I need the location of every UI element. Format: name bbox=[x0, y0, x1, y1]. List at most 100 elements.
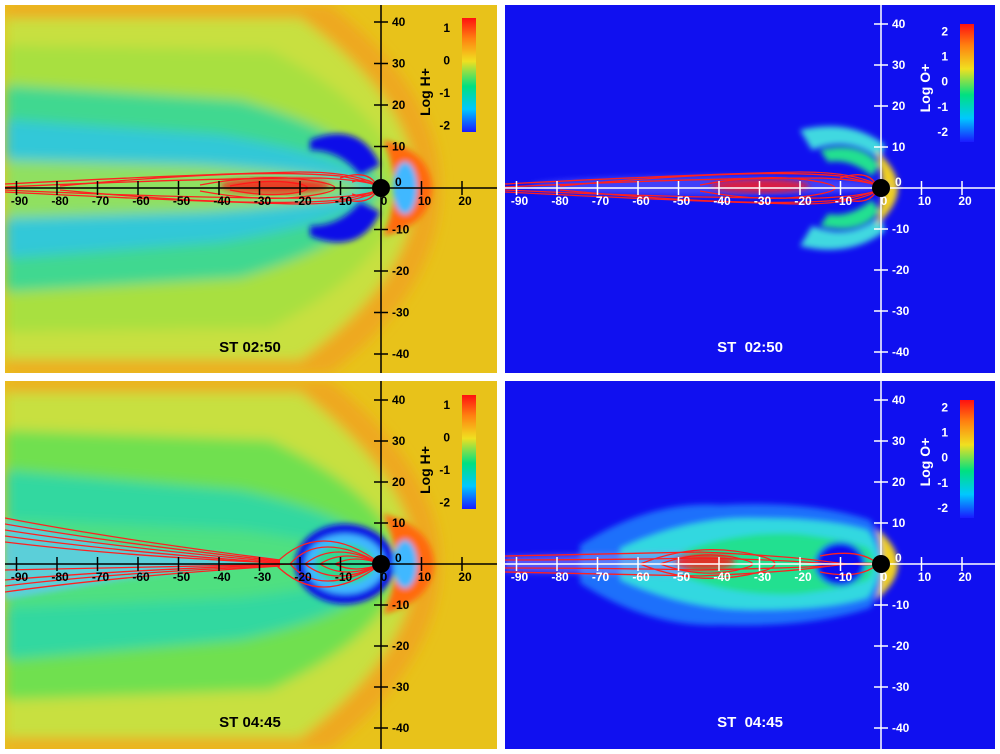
y-tick-label: 30 bbox=[392, 434, 406, 448]
colorbar bbox=[462, 395, 476, 509]
colorbar-ticks: 2 1 0 -1 -2 bbox=[937, 401, 948, 515]
y-tick-label: -40 bbox=[392, 347, 410, 361]
colorbar bbox=[462, 18, 476, 132]
x-tick-label: 0 bbox=[381, 570, 388, 584]
x-axis-ticks: -90 -80 -70 -60 -50 -40 -30 -20 -10 0 10 20 bbox=[11, 557, 472, 584]
x-tick-label: -80 bbox=[51, 570, 69, 584]
x-tick-label: -70 bbox=[592, 194, 610, 208]
x-tick-label: -60 bbox=[132, 570, 150, 584]
x-tick-label: 0 bbox=[381, 194, 388, 208]
x-tick-label: 10 bbox=[418, 194, 432, 208]
y-tick-label: 10 bbox=[392, 140, 406, 154]
colorbar-tick-label: -1 bbox=[937, 476, 948, 490]
y-tick-label: 40 bbox=[392, 393, 406, 407]
time-label: ST 02:50 bbox=[717, 339, 783, 356]
colorbar-tick-label: -2 bbox=[937, 501, 948, 515]
y-tick-label: -20 bbox=[892, 639, 910, 653]
x-tick-label: 10 bbox=[918, 570, 932, 584]
panel-o-0250: -90 -80 -70 -60 -50 -40 -30 -20 -10 0 10 20 4030201… bbox=[505, 5, 995, 373]
y-tick-label: 40 bbox=[892, 393, 906, 407]
y-tick-label: 40 bbox=[392, 15, 406, 29]
panel-h-0445: -90 -80 -70 -60 -50 -40 -30 -20 -10 0 10 20 4030201… bbox=[5, 381, 497, 749]
panel-o-0445: -90 -80 -70 -60 -50 -40 -30 -20 -10 0 10 20 4030201… bbox=[505, 381, 995, 749]
x-tick-label: -30 bbox=[254, 194, 272, 208]
colorbar-title: Log H+ bbox=[417, 446, 433, 494]
x-tick-label: -10 bbox=[335, 194, 353, 208]
y-tick-label: 10 bbox=[892, 516, 906, 530]
x-tick-label: -30 bbox=[254, 570, 272, 584]
y-tick-label: 30 bbox=[892, 58, 906, 72]
colorbar-tick-label: 0 bbox=[941, 451, 948, 465]
colorbar-tick-label: -1 bbox=[439, 463, 450, 477]
colorbar-tick-label: 1 bbox=[941, 50, 948, 64]
y-tick-label: -10 bbox=[892, 222, 910, 236]
y-axis-ticks: 40 30 20 10 0 -10 -20 -30 -40 bbox=[874, 17, 910, 359]
x-tick-label: -80 bbox=[551, 570, 569, 584]
x-tick-label: -20 bbox=[294, 194, 312, 208]
y-tick-label: 30 bbox=[392, 57, 406, 71]
panel-h-0250: -90 -80 -70 -60 -50 -40 -30 -20 -10 0 10 20 4030201… bbox=[5, 5, 497, 373]
x-axis-ticks: -90 -80 -70 -60 -50 -40 -30 -20 -10 0 10 20 bbox=[511, 181, 972, 208]
y-tick-label: -40 bbox=[892, 721, 910, 735]
x-tick-label: 20 bbox=[958, 570, 972, 584]
planet-marker bbox=[372, 179, 390, 197]
colorbar bbox=[960, 24, 974, 142]
x-tick-label: -60 bbox=[632, 194, 650, 208]
x-axis-ticks: -90 -80 -70 -60 -50 -40 -30 -20 -10 0 10 20 bbox=[11, 181, 472, 208]
colorbar-title: Log O+ bbox=[917, 64, 933, 113]
x-tick-label: -70 bbox=[92, 194, 110, 208]
x-tick-label: -70 bbox=[92, 570, 110, 584]
planet-marker bbox=[372, 555, 390, 573]
x-tick-label: 10 bbox=[418, 570, 432, 584]
x-tick-label: -60 bbox=[632, 570, 650, 584]
x-tick-label: -80 bbox=[551, 194, 569, 208]
planet-marker bbox=[872, 179, 890, 197]
x-tick-label: -50 bbox=[673, 570, 691, 584]
x-tick-label: -10 bbox=[335, 570, 353, 584]
colorbar-tick-label: 1 bbox=[443, 398, 450, 412]
x-tick-label: -50 bbox=[673, 194, 691, 208]
colorbar-ticks: 2 1 0 -1 -2 bbox=[937, 25, 948, 139]
x-tick-label: 10 bbox=[918, 194, 932, 208]
colorbar-tick-label: 2 bbox=[941, 401, 948, 415]
y-tick-label: 0 bbox=[395, 175, 402, 189]
y-tick-label: 0 bbox=[395, 551, 402, 565]
y-tick-label: 0 bbox=[895, 175, 902, 189]
x-tick-label: -90 bbox=[511, 194, 529, 208]
density-field bbox=[5, 5, 440, 373]
y-tick-label: -40 bbox=[892, 345, 910, 359]
x-tick-label: 20 bbox=[458, 570, 472, 584]
x-tick-label: -90 bbox=[11, 570, 29, 584]
colorbar-tick-label: -1 bbox=[439, 86, 450, 100]
colorbar-tick-label: 1 bbox=[941, 426, 948, 440]
y-tick-label: 20 bbox=[892, 475, 906, 489]
y-tick-label: 10 bbox=[892, 140, 906, 154]
y-tick-label: -10 bbox=[392, 598, 410, 612]
colorbar-tick-label: 1 bbox=[443, 21, 450, 35]
time-label: ST 02:50 bbox=[219, 339, 281, 356]
y-tick-label: -30 bbox=[392, 680, 410, 694]
colorbar-tick-label: -2 bbox=[439, 495, 450, 509]
planet-marker bbox=[872, 555, 890, 573]
x-tick-label: -80 bbox=[51, 194, 69, 208]
x-tick-label: -10 bbox=[835, 570, 853, 584]
colorbar-tick-label: -1 bbox=[937, 100, 948, 114]
colorbar-tick-label: 0 bbox=[443, 430, 450, 444]
x-tick-label: 20 bbox=[958, 194, 972, 208]
x-tick-label: -40 bbox=[213, 194, 231, 208]
y-tick-label: 10 bbox=[392, 516, 406, 530]
y-tick-label: 20 bbox=[892, 99, 906, 113]
x-tick-label: -90 bbox=[11, 194, 29, 208]
y-tick-label: -10 bbox=[892, 598, 910, 612]
y-tick-label: -20 bbox=[892, 263, 910, 277]
colorbar-tick-label: 0 bbox=[443, 53, 450, 67]
x-tick-label: -90 bbox=[511, 570, 529, 584]
y-tick-label: -30 bbox=[392, 306, 410, 320]
x-tick-label: -20 bbox=[294, 570, 312, 584]
y-tick-label: -20 bbox=[392, 264, 410, 278]
x-tick-label: -40 bbox=[213, 570, 231, 584]
y-tick-label: -10 bbox=[392, 223, 410, 237]
x-tick-label: -20 bbox=[794, 570, 812, 584]
time-label: ST 04:45 bbox=[717, 714, 783, 731]
